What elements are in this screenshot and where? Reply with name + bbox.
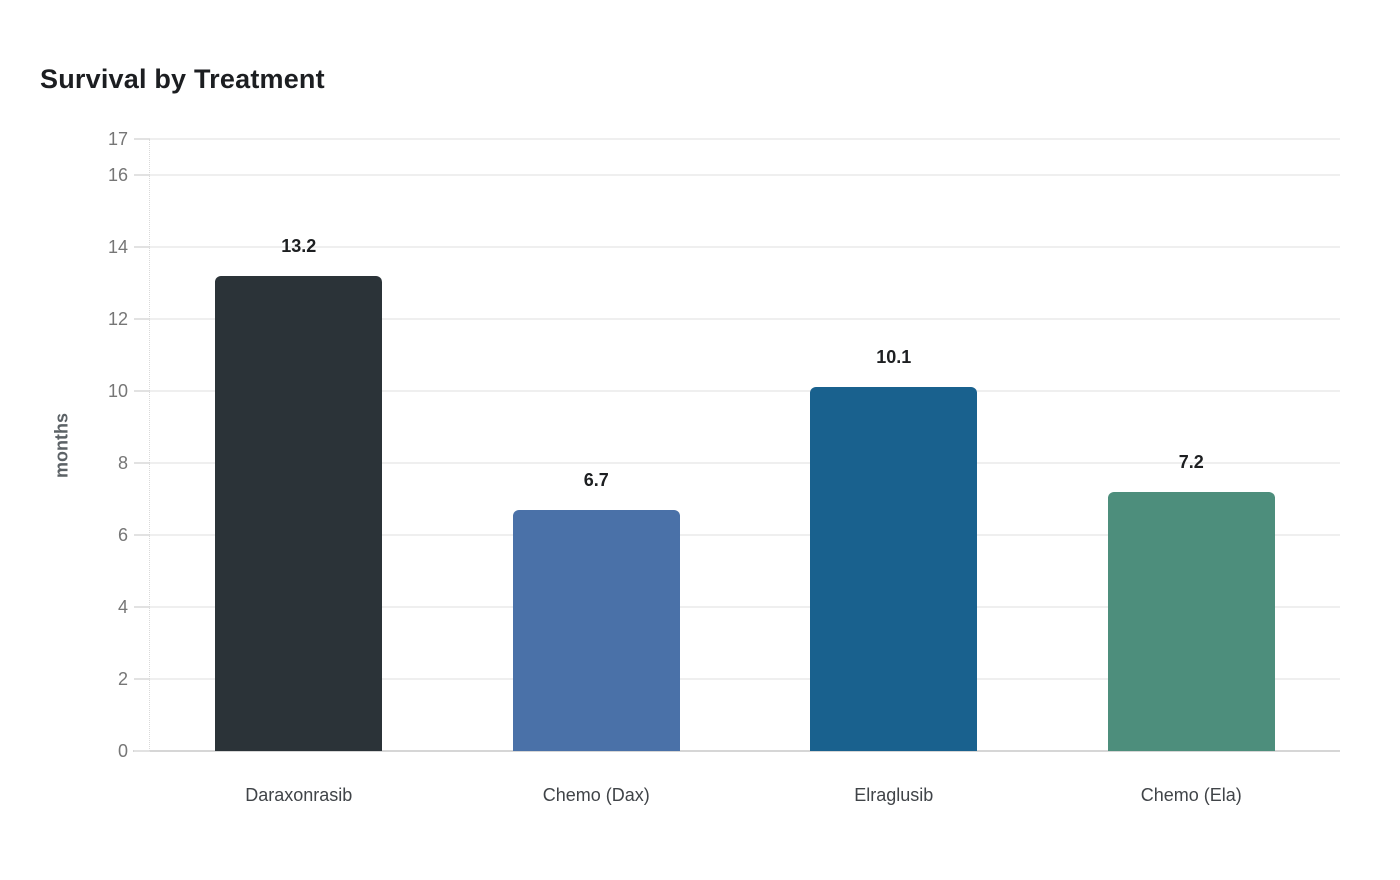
bar-value-label: 13.2	[281, 235, 317, 256]
y-tick-label: 17	[107, 129, 128, 149]
gridline	[150, 606, 1340, 608]
y-tick-mark	[134, 318, 150, 320]
y-tick-mark	[134, 534, 150, 536]
gridline	[150, 390, 1340, 392]
y-tick-label: 6	[117, 525, 128, 545]
y-tick-label: 8	[117, 453, 128, 473]
x-category-label: Chemo (Ela)	[1140, 785, 1242, 805]
gridline	[150, 318, 1340, 320]
bar-value-label: 7.2	[1178, 451, 1204, 472]
y-tick-mark	[134, 462, 150, 464]
y-tick-label: 14	[107, 237, 128, 257]
y-tick-label: 12	[107, 309, 128, 329]
x-axis-line	[133, 750, 1340, 752]
y-axis-line	[149, 139, 150, 751]
y-tick-label: 0	[117, 741, 128, 761]
x-category-label: Chemo (Dax)	[542, 785, 650, 805]
y-tick-mark	[134, 750, 150, 752]
y-tick-mark	[134, 246, 150, 248]
y-axis-title: months	[51, 413, 72, 478]
bar	[215, 275, 383, 751]
x-category-label: Elraglusib	[854, 785, 934, 805]
gridline	[150, 462, 1340, 464]
y-tick-label: 4	[117, 597, 128, 617]
x-category-label: Daraxonrasib	[245, 785, 353, 805]
y-tick-label: 10	[107, 381, 128, 401]
gridline	[150, 534, 1340, 536]
y-tick-mark	[134, 138, 150, 140]
chart-title: Survival by Treatment	[40, 64, 325, 94]
gridline	[150, 174, 1340, 176]
y-tick-label: 2	[117, 669, 128, 689]
y-tick-label: 16	[107, 165, 128, 185]
y-tick-mark	[134, 678, 150, 680]
y-tick-mark	[134, 174, 150, 176]
bar	[810, 387, 978, 751]
bar-value-label: 10.1	[876, 347, 912, 368]
bar	[1107, 491, 1275, 751]
bar	[512, 509, 680, 751]
gridline	[150, 138, 1340, 140]
gridline	[150, 246, 1340, 248]
bar-value-label: 6.7	[583, 469, 609, 490]
gridline	[150, 678, 1340, 680]
y-tick-mark	[134, 390, 150, 392]
y-tick-mark	[134, 606, 150, 608]
